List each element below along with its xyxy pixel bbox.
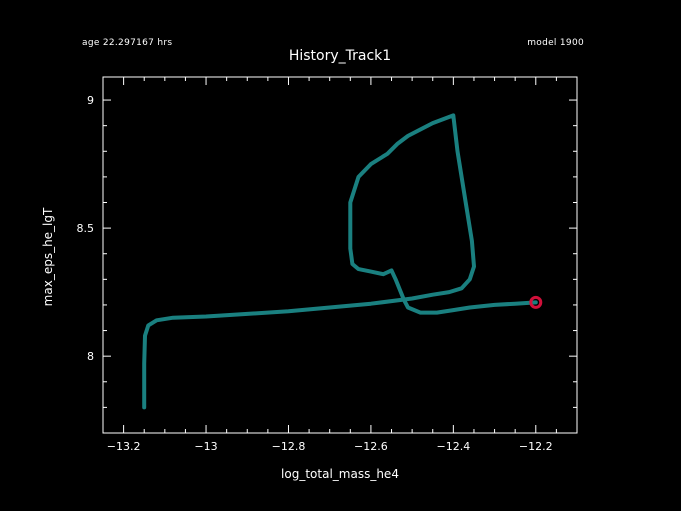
axis-ticks: −13.2 −13 −12.8 −12.6 −12.4 −12.2 8 8.5 9 <box>77 77 578 453</box>
x-tick-label: −13.2 <box>107 440 141 453</box>
track-line <box>142 113 538 410</box>
x-tick-label: −12.6 <box>354 440 388 453</box>
y-tick-label: 9 <box>87 94 94 107</box>
x-tick-label: −12.8 <box>272 440 306 453</box>
y-tick-label: 8 <box>87 350 94 363</box>
y-axis-label: max_eps_he_lgT <box>41 207 55 306</box>
age-label: age 22.297167 hrs <box>82 38 173 48</box>
chart-title: History_Track1 <box>289 48 391 64</box>
plot-frame <box>102 76 578 434</box>
x-tick-label: −12.2 <box>519 440 553 453</box>
x-tick-label: −13 <box>194 440 217 453</box>
end-marker <box>529 295 543 309</box>
x-tick-label: −12.4 <box>436 440 470 453</box>
x-axis-label: log_total_mass_he4 <box>281 467 399 481</box>
y-tick-label: 8.5 <box>77 222 95 235</box>
model-label: model 1900 <box>527 38 584 48</box>
